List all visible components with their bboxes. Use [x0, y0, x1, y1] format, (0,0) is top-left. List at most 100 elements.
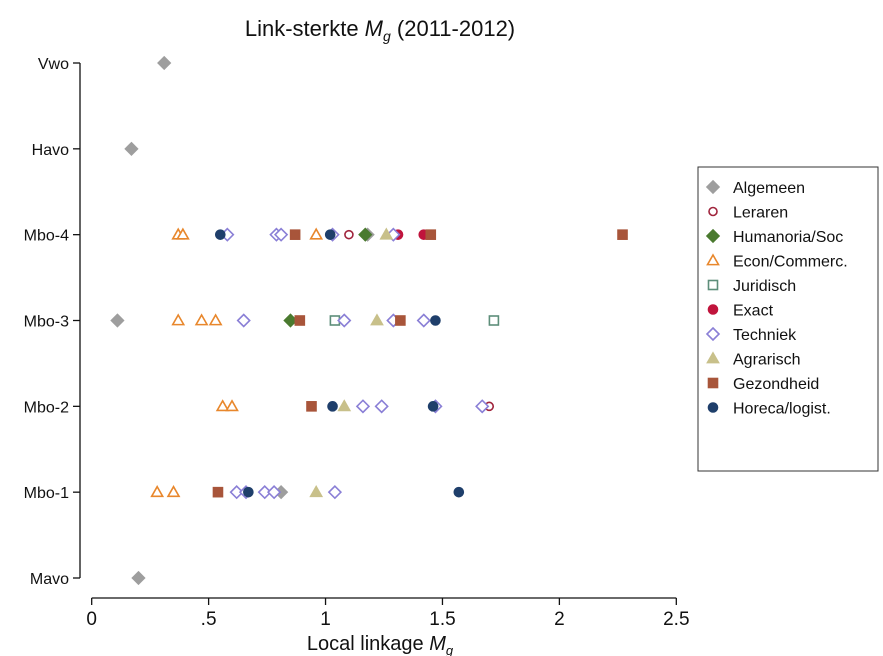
x-axis-label-symbol: M [429, 633, 446, 655]
x-tick-label: 1 [320, 609, 331, 630]
data-point [208, 313, 223, 326]
data-point [171, 313, 186, 326]
data-point [617, 229, 628, 240]
data-point [427, 401, 439, 412]
legend-marker [705, 228, 721, 244]
legend-item: Exact [707, 303, 774, 320]
data-point [416, 313, 431, 328]
chart-title-symbol: M [365, 16, 384, 41]
legend-marker [705, 179, 721, 195]
data-point [176, 227, 190, 240]
series-econ-commerc- [150, 227, 324, 498]
y-tick-label: Mbo-4 [24, 228, 69, 245]
legend-marker [707, 304, 719, 315]
data-point [110, 313, 125, 328]
legend-label: Humanoria/Soc [733, 229, 843, 246]
legend-item: Juridisch [707, 278, 796, 295]
series-techniek [220, 227, 490, 500]
x-tick-label: 2 [554, 609, 565, 630]
data-point [212, 486, 224, 498]
legend-item: Algemeen [705, 179, 805, 197]
data-point [337, 313, 352, 328]
x-axis-label: Local linkage Mg [307, 633, 454, 656]
legend-marker [707, 377, 719, 389]
x-axis: 0 .5 1 1.5 2 2.5 [86, 597, 690, 630]
data-point [324, 229, 336, 240]
chart-title-subscript: g [383, 28, 391, 44]
legend-item: Techniek [705, 326, 797, 344]
y-tick-label: Vwo [38, 56, 69, 73]
legend-box [697, 166, 879, 472]
data-point [344, 229, 354, 240]
chart-title: Link-sterkte Mg (2011-2012) [245, 16, 515, 44]
legend-label: Leraren [733, 205, 788, 222]
legend-marker [705, 326, 721, 342]
data-point [453, 486, 465, 498]
legend-label: Econ/Commerc. [733, 254, 848, 271]
x-axis-label-subscript: g [446, 643, 454, 656]
legend-item: Humanoria/Soc [705, 228, 843, 246]
legend-marker [708, 206, 718, 217]
data-point [283, 313, 298, 328]
chart-title-main: Link-sterkte [245, 16, 365, 41]
series-gezondheid [212, 229, 628, 498]
data-point [257, 485, 272, 500]
legend-item: Agrarisch [706, 351, 801, 369]
data-point [337, 399, 352, 412]
data-point [273, 227, 289, 242]
series-juridisch [329, 315, 500, 326]
series-agrarisch [309, 227, 394, 498]
chart-title-suffix: (2011-2012) [391, 16, 515, 41]
data-point [306, 401, 317, 412]
data-point [194, 313, 209, 326]
data-point [425, 229, 437, 240]
data-point [327, 485, 343, 500]
data-point [488, 315, 500, 326]
data-point [289, 229, 301, 240]
legend-item: Gezondheid [707, 376, 819, 393]
data-point [475, 399, 490, 414]
legend-marker [707, 402, 719, 413]
data-point [395, 315, 406, 326]
x-axis-label-main: Local linkage [307, 633, 429, 655]
x-tick-label: .5 [201, 609, 217, 630]
legend-label: Horeca/logist. [733, 401, 831, 418]
data-point [266, 485, 282, 500]
data-point [294, 315, 306, 326]
legend: Algemeen Leraren Humanoria/Soc Econ/Commerc… [697, 166, 879, 472]
data-point [370, 313, 384, 326]
data-point [131, 570, 146, 586]
data-point [374, 399, 389, 414]
data-point [358, 227, 373, 242]
data-point [229, 485, 244, 500]
y-tick-label: Mbo-1 [24, 485, 69, 502]
series-horeca-logist- [215, 229, 465, 498]
data-point [166, 485, 181, 498]
y-tick-label: Mavo [30, 571, 69, 588]
data-point [355, 399, 371, 414]
legend-item: Leraren [708, 205, 788, 222]
legend-marker [706, 351, 720, 364]
data-point [157, 55, 172, 71]
x-tick-label: 1.5 [429, 609, 455, 630]
legend-label: Exact [733, 303, 774, 320]
legend-label: Gezondheid [733, 376, 819, 393]
data-point [309, 227, 324, 240]
y-tick-label: Mbo-2 [24, 399, 69, 416]
data-point [243, 486, 254, 498]
legend-item: Econ/Commerc. [706, 253, 848, 271]
legend-label: Agrarisch [733, 352, 801, 369]
data-point [236, 313, 251, 328]
data-point [124, 141, 139, 156]
legend-label: Juridisch [733, 278, 796, 295]
legend-item: Horeca/logist. [707, 401, 831, 418]
data-point [225, 399, 239, 412]
plot-area [110, 55, 628, 586]
legend-label: Techniek [733, 327, 797, 344]
data-point [215, 229, 226, 240]
legend-label: Algemeen [733, 180, 805, 197]
legend-marker [707, 279, 719, 291]
y-tick-label: Havo [32, 142, 69, 159]
